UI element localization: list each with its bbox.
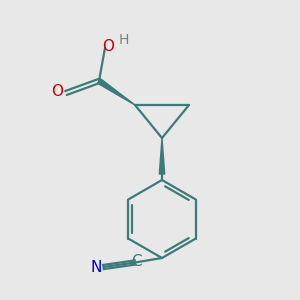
Text: H: H: [118, 33, 129, 46]
Text: O: O: [52, 84, 64, 99]
Text: N: N: [90, 260, 102, 274]
Polygon shape: [98, 79, 135, 105]
Polygon shape: [159, 138, 165, 174]
Text: O: O: [102, 39, 114, 54]
Text: C: C: [131, 254, 142, 268]
